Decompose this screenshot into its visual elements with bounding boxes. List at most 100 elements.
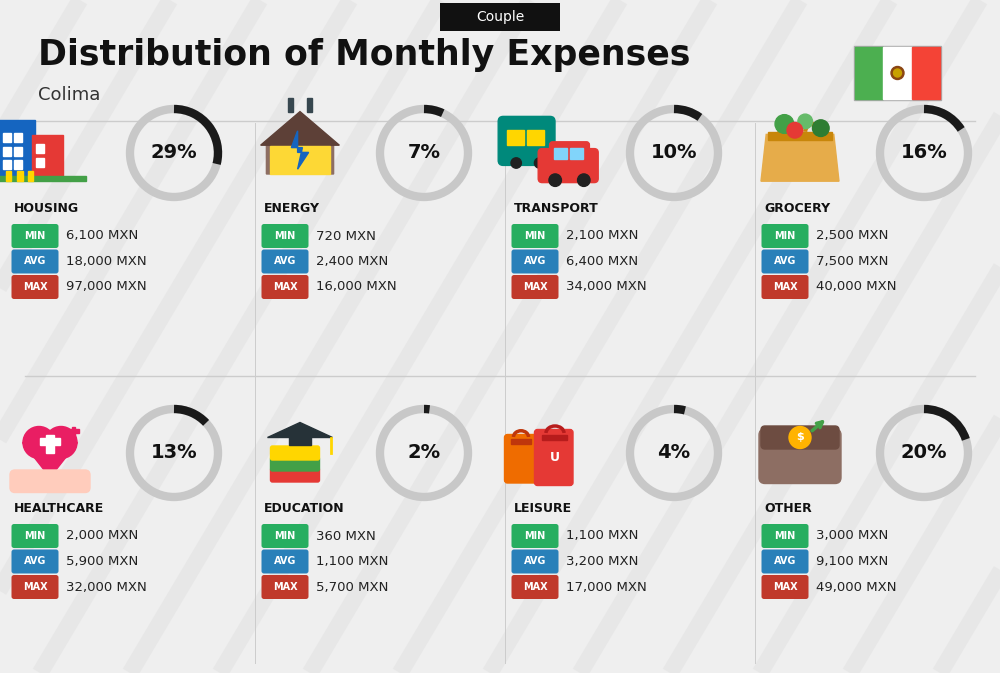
FancyBboxPatch shape [262,549,308,573]
Bar [17,172,22,181]
FancyBboxPatch shape [759,429,841,483]
FancyBboxPatch shape [440,3,560,31]
FancyBboxPatch shape [550,142,589,164]
FancyBboxPatch shape [262,250,308,273]
Text: $: $ [796,433,804,443]
FancyBboxPatch shape [511,224,558,248]
FancyBboxPatch shape [534,429,573,485]
Text: 20%: 20% [901,444,947,462]
FancyBboxPatch shape [11,524,58,548]
Text: 18,000 MXN: 18,000 MXN [66,255,147,268]
FancyBboxPatch shape [262,524,308,548]
Bar [570,148,583,160]
Bar [912,47,940,99]
Bar [3,133,11,142]
FancyBboxPatch shape [762,224,809,248]
Text: 3,200 MXN: 3,200 MXN [566,555,638,568]
Bar [0,176,86,181]
Text: 2%: 2% [407,444,441,462]
Bar [32,135,63,180]
Text: AVG: AVG [774,557,796,567]
Text: AVG: AVG [24,256,46,267]
Text: 10%: 10% [651,143,697,162]
Text: MIN: MIN [774,231,796,241]
Text: MAX: MAX [273,282,297,292]
Text: AVG: AVG [274,557,296,567]
Text: 2,400 MXN: 2,400 MXN [316,255,388,268]
Text: LEISURE: LEISURE [514,501,572,514]
Text: EDUCATION: EDUCATION [264,501,345,514]
FancyBboxPatch shape [11,224,58,248]
Text: TRANSPORT: TRANSPORT [514,201,599,215]
Bar [288,98,293,112]
Text: 2,500 MXN: 2,500 MXN [816,229,888,242]
FancyBboxPatch shape [262,224,308,248]
Bar [854,46,941,100]
Polygon shape [268,423,332,437]
Text: AVG: AVG [524,256,546,267]
Text: 17,000 MXN: 17,000 MXN [566,581,647,594]
Bar [36,157,44,166]
Bar [6,172,11,181]
FancyBboxPatch shape [11,275,58,299]
Text: 32,000 MXN: 32,000 MXN [66,581,147,594]
Text: 6,400 MXN: 6,400 MXN [566,255,638,268]
FancyBboxPatch shape [511,275,558,299]
Text: MAX: MAX [23,582,47,592]
FancyBboxPatch shape [762,549,809,573]
Text: 9,100 MXN: 9,100 MXN [816,555,888,568]
FancyBboxPatch shape [10,470,90,493]
FancyBboxPatch shape [762,275,809,299]
Circle shape [511,157,521,168]
Text: 360 MXN: 360 MXN [316,530,376,542]
Circle shape [894,69,902,77]
Text: 1,100 MXN: 1,100 MXN [316,555,388,568]
Text: 4%: 4% [657,444,691,462]
FancyBboxPatch shape [505,435,538,483]
Text: AVG: AVG [524,557,546,567]
Text: U: U [550,451,560,464]
Text: MAX: MAX [523,282,547,292]
Circle shape [787,122,803,138]
Text: AVG: AVG [24,557,46,567]
Circle shape [23,427,55,458]
Bar [270,146,330,174]
Text: ENERGY: ENERGY [264,201,320,215]
Bar [307,98,312,112]
Bar [14,147,22,155]
Bar [28,172,33,181]
Text: 7%: 7% [408,143,440,162]
Bar [0,120,35,180]
FancyBboxPatch shape [538,149,598,182]
Bar [768,132,832,139]
Text: 1,100 MXN: 1,100 MXN [566,530,638,542]
FancyBboxPatch shape [511,575,558,599]
Bar [527,131,544,145]
Text: 6,100 MXN: 6,100 MXN [66,229,138,242]
FancyBboxPatch shape [498,116,555,166]
Text: MAX: MAX [773,582,797,592]
Text: Distribution of Monthly Expenses: Distribution of Monthly Expenses [38,38,690,72]
Bar [14,160,22,169]
Text: MIN: MIN [274,231,296,241]
Circle shape [45,427,77,458]
Text: OTHER: OTHER [764,501,812,514]
FancyBboxPatch shape [11,549,58,573]
Polygon shape [261,112,339,145]
Bar [68,429,78,433]
Circle shape [789,427,811,448]
Circle shape [549,174,561,186]
FancyBboxPatch shape [511,250,558,273]
Text: 5,900 MXN: 5,900 MXN [66,555,138,568]
Bar [855,47,883,99]
FancyBboxPatch shape [762,575,809,599]
FancyBboxPatch shape [511,524,558,548]
Polygon shape [22,443,78,478]
Text: 16,000 MXN: 16,000 MXN [316,281,397,293]
Text: AVG: AVG [774,256,796,267]
Bar [36,144,44,153]
Text: MIN: MIN [774,531,796,541]
Text: MIN: MIN [24,531,46,541]
Bar [3,147,11,155]
Text: 2,100 MXN: 2,100 MXN [566,229,638,242]
